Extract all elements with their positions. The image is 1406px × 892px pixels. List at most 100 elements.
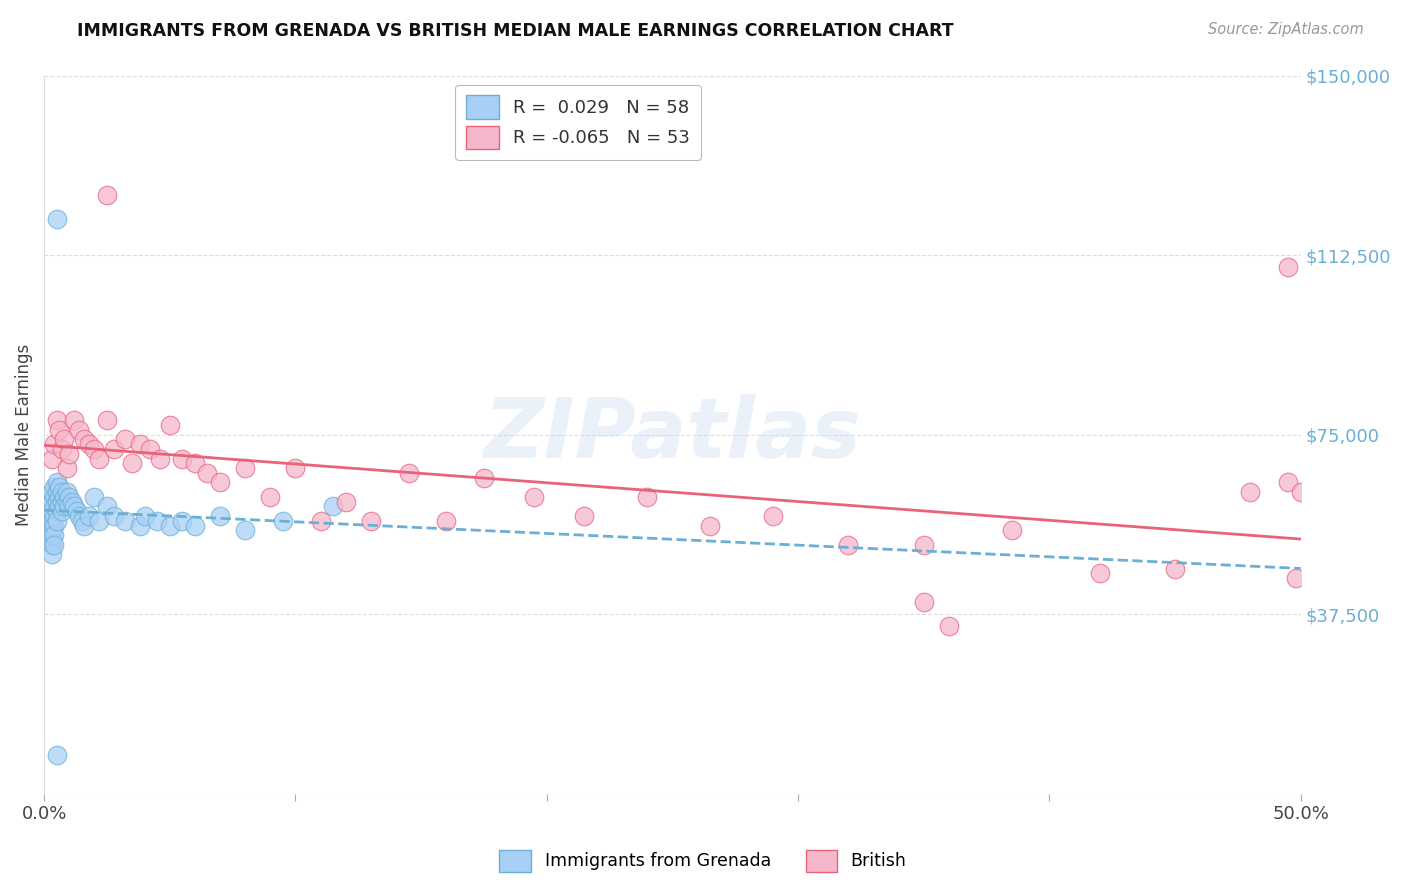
Point [322, 500, 344, 514]
Point [48, 423, 70, 437]
Point [73, 433, 96, 447]
Point [51, 494, 73, 508]
Point [70, 514, 93, 528]
Point [41, 538, 63, 552]
Point [45, 212, 67, 227]
Point [44, 437, 66, 451]
Point [45, 504, 67, 518]
Point [128, 437, 150, 451]
Point [96, 413, 118, 427]
Point [44, 528, 66, 542]
Point [83, 490, 105, 504]
Point [41, 451, 63, 466]
Point [1289, 485, 1312, 500]
Point [45, 494, 67, 508]
Point [58, 490, 80, 504]
Point [48, 480, 70, 494]
Point [472, 471, 495, 485]
Point [67, 423, 90, 437]
Point [53, 433, 76, 447]
Point [1164, 562, 1187, 576]
Point [83, 442, 105, 456]
Point [66, 504, 89, 518]
Point [114, 514, 136, 528]
Point [434, 514, 457, 528]
Point [574, 508, 596, 523]
Point [172, 451, 194, 466]
Point [335, 494, 357, 508]
Point [44, 508, 66, 523]
Point [762, 508, 785, 523]
Point [44, 518, 66, 533]
Point [89, 451, 111, 466]
Point [523, 490, 546, 504]
Point [1088, 566, 1111, 581]
Point [398, 466, 420, 480]
Point [79, 508, 101, 523]
Point [44, 500, 66, 514]
Point [53, 500, 76, 514]
Point [284, 461, 307, 475]
Point [233, 524, 256, 538]
Point [138, 442, 160, 456]
Point [309, 514, 332, 528]
Point [44, 538, 66, 552]
Point [233, 461, 256, 475]
Point [45, 514, 67, 528]
Point [121, 456, 143, 470]
Point [51, 485, 73, 500]
Point [48, 500, 70, 514]
Point [55, 461, 77, 475]
Point [41, 504, 63, 518]
Point [63, 500, 86, 514]
Point [41, 514, 63, 528]
Point [51, 442, 73, 456]
Point [149, 451, 172, 466]
Point [184, 456, 207, 470]
Point [1284, 571, 1306, 585]
Point [41, 518, 63, 533]
Point [45, 485, 67, 500]
Point [67, 508, 90, 523]
Point [60, 494, 83, 508]
Point [44, 490, 66, 504]
Legend: Immigrants from Grenada, British: Immigrants from Grenada, British [492, 843, 914, 879]
Point [55, 485, 77, 500]
Point [938, 619, 960, 633]
Point [63, 413, 86, 427]
Point [114, 433, 136, 447]
Point [41, 494, 63, 508]
Point [96, 500, 118, 514]
Point [159, 518, 181, 533]
Text: IMMIGRANTS FROM GRENADA VS BRITISH MEDIAN MALE EARNINGS CORRELATION CHART: IMMIGRANTS FROM GRENADA VS BRITISH MEDIA… [77, 22, 953, 40]
Point [41, 547, 63, 561]
Point [41, 524, 63, 538]
Point [41, 533, 63, 547]
Point [912, 538, 935, 552]
Point [1277, 475, 1299, 490]
Point [699, 518, 721, 533]
Point [184, 518, 207, 533]
Point [134, 508, 156, 523]
Point [1277, 260, 1299, 274]
Text: ZIPatlas: ZIPatlas [484, 394, 862, 475]
Point [41, 485, 63, 500]
Point [44, 480, 66, 494]
Point [48, 490, 70, 504]
Point [58, 447, 80, 461]
Point [259, 490, 281, 504]
Point [51, 504, 73, 518]
Text: Source: ZipAtlas.com: Source: ZipAtlas.com [1208, 22, 1364, 37]
Point [1239, 485, 1261, 500]
Point [79, 437, 101, 451]
Point [1001, 524, 1024, 538]
Point [45, 748, 67, 763]
Point [172, 514, 194, 528]
Point [96, 188, 118, 202]
Point [837, 538, 859, 552]
Point [360, 514, 382, 528]
Point [636, 490, 658, 504]
Point [53, 490, 76, 504]
Point [208, 508, 231, 523]
Point [41, 528, 63, 542]
